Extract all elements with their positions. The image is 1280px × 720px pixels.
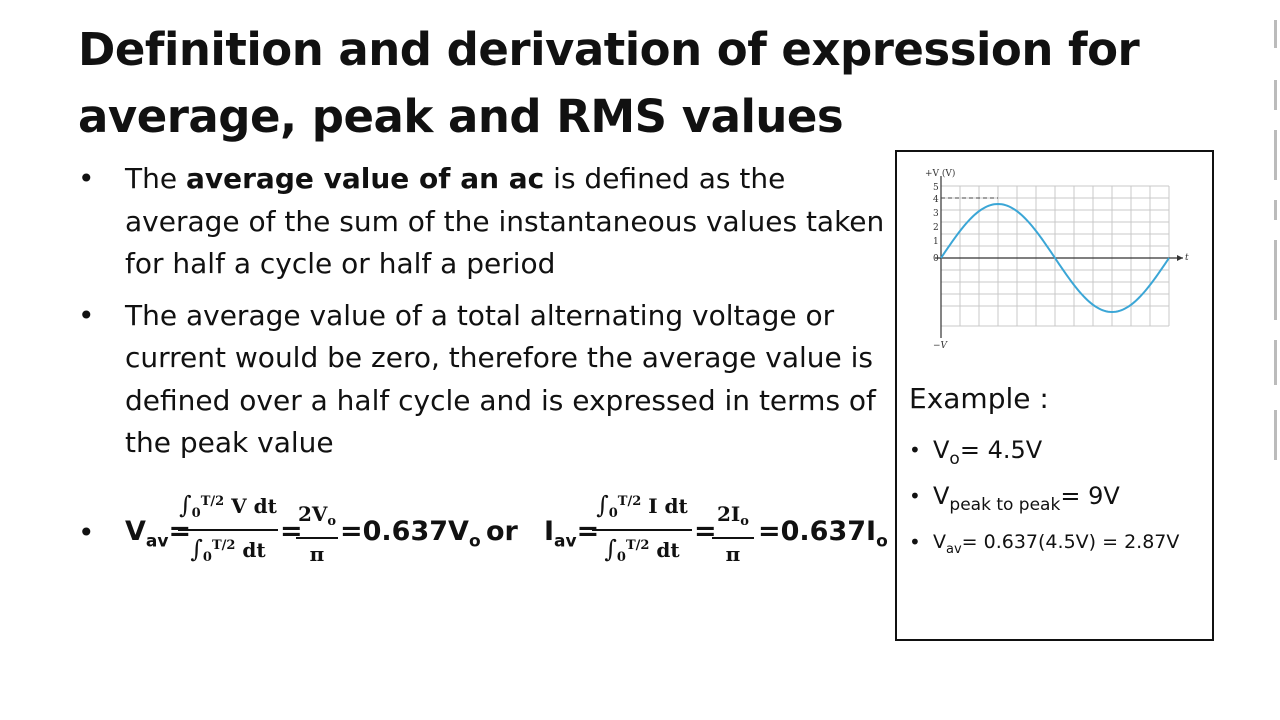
example-item-vo: • Vo= 4.5V (909, 432, 1209, 478)
y-axis-label: +V (V) (925, 168, 955, 179)
v-2vo-fraction: 2Vo π (296, 502, 338, 566)
average-formula: • Vav= ∫0T/2 V dt ∫0T/2 dt = 2Vo π =0.63… (78, 478, 888, 588)
graph-grid (940, 185, 1170, 327)
sine-wave (940, 202, 1170, 314)
bullet-text-pre: The (125, 162, 186, 195)
bullet-text-bold: average value of an ac (185, 162, 545, 195)
bullet-dot: • (78, 298, 95, 332)
i-2io-fraction: 2Io π (712, 500, 754, 568)
example-item-vav: • Vav= 0.637(4.5V) = 2.87V (909, 524, 1209, 570)
bullet-list: • The average value of an ac is defined … (78, 158, 888, 465)
example-panel: +V (V) 5 4 3 2 1 0 t −V Example : • Vo= 4… (895, 150, 1214, 641)
bullet-text-post: is defined as the average of the sum of … (125, 162, 885, 280)
slide-title: Definition and derivation of expression … (78, 23, 1140, 143)
bullet-dot: • (78, 516, 95, 549)
v-av-symbol: Vav= (125, 516, 192, 552)
v-result: =0.637Vo (340, 516, 481, 552)
equals-sign: = (694, 516, 717, 547)
bullet-dot: • (909, 484, 921, 508)
sine-wave-graph: +V (V) 5 4 3 2 1 0 t −V (925, 168, 1189, 351)
bullet-text: The average value of a total alternating… (125, 298, 876, 460)
y-tick-2: 2 (933, 223, 939, 233)
or-label: or (486, 516, 518, 547)
example-list: • Vo= 4.5V • Vpeak to peak= 9V • Vav= 0.637… (909, 432, 1209, 570)
y-tick-1: 1 (933, 237, 939, 247)
y-tick-5: 5 (933, 183, 939, 193)
i-result: =0.637Io (758, 516, 888, 552)
y-tick-4: 4 (933, 195, 939, 205)
bullet-average-definition: • The average value of an ac is defined … (78, 158, 888, 286)
y-tick-0: 0 (933, 254, 939, 264)
bullet-dot: • (909, 530, 921, 554)
i-av-symbol: Iav= (544, 516, 600, 552)
x-axis-label: t (1185, 253, 1189, 263)
y-tick-3: 3 (933, 209, 939, 219)
example-label: Example : (909, 382, 1049, 415)
v-integral-fraction: ∫0T/2 V dt ∫0T/2 dt (178, 491, 278, 565)
bullet-dot: • (909, 438, 921, 462)
edge-artifact (1274, 20, 1277, 460)
y-neg-label: −V (933, 341, 949, 351)
example-item-vpp: • Vpeak to peak= 9V (909, 478, 1209, 524)
bullet-average-zero: • The average value of a total alternati… (78, 295, 888, 465)
i-integral-fraction: ∫0T/2 I dt ∫0T/2 dt (592, 488, 692, 572)
x-axis-arrow (1177, 255, 1183, 261)
equals-sign: = (280, 516, 303, 547)
bullet-dot: • (78, 162, 95, 195)
